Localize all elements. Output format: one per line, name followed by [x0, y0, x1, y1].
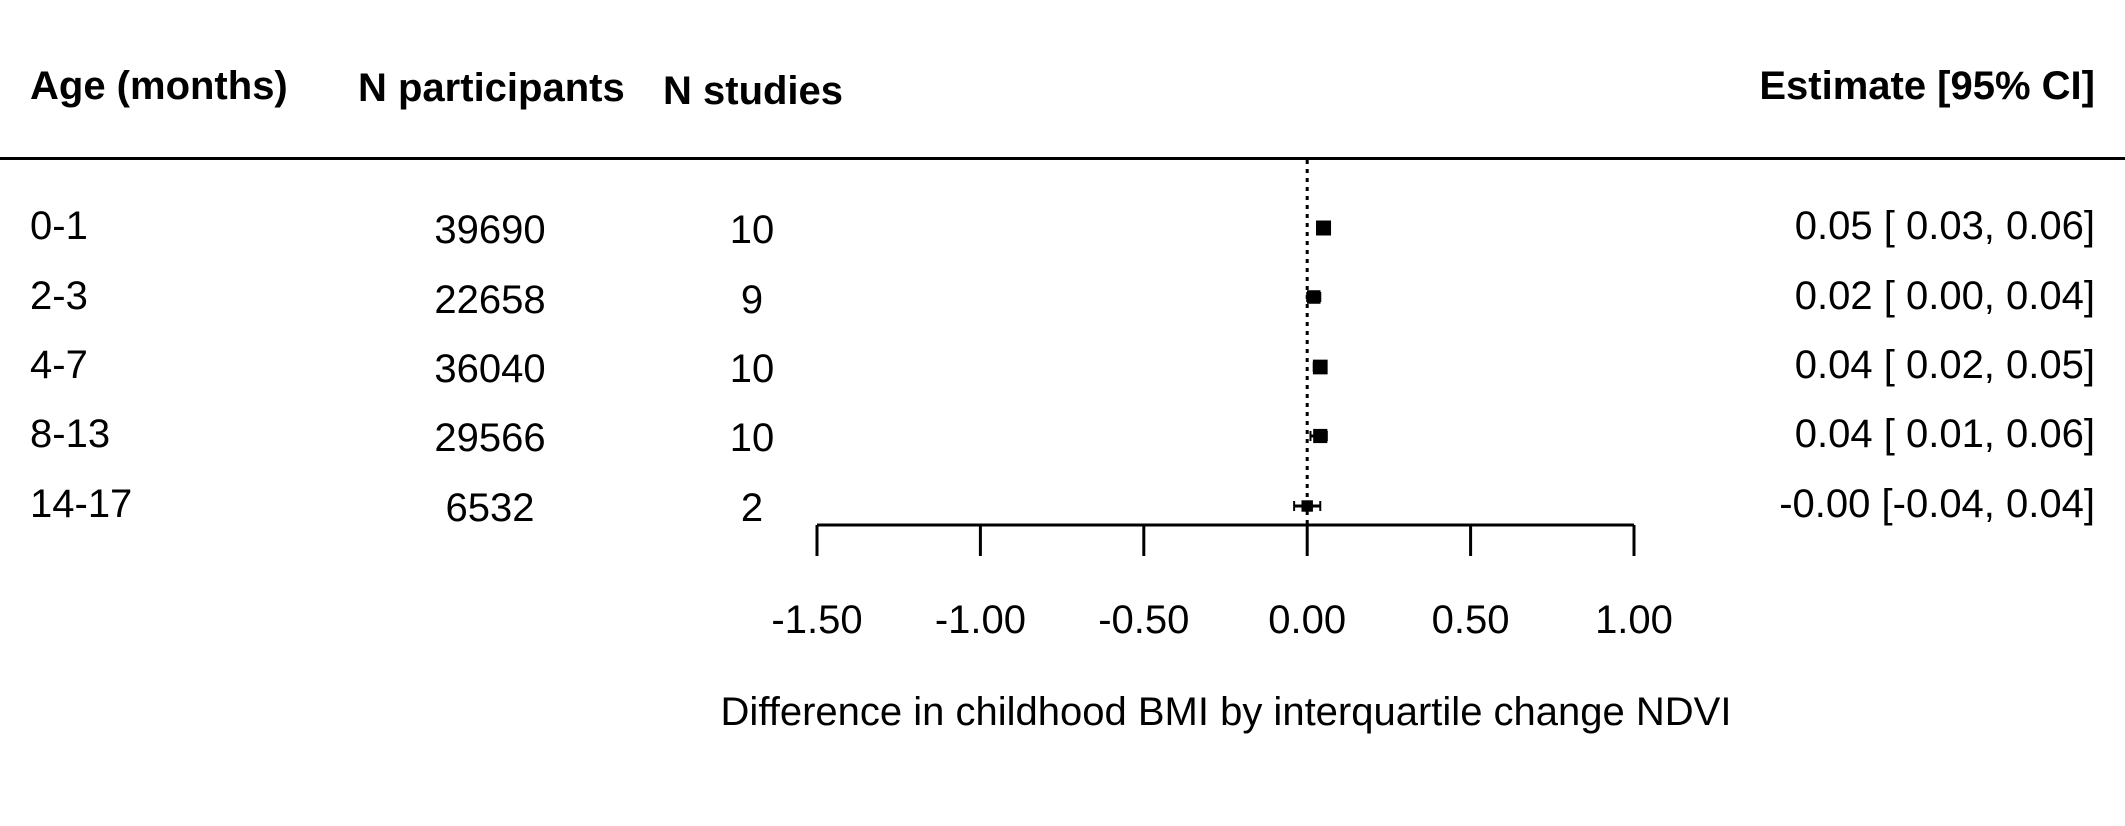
row-participants: 29566	[434, 416, 546, 460]
estimate-point	[1316, 220, 1332, 236]
x-tick-label: -0.50	[1098, 598, 1189, 642]
row-estimate: 0.05 [ 0.03, 0.06]	[1794, 204, 2095, 248]
x-tick-label: 0.00	[1268, 598, 1346, 642]
row-participants: 39690	[434, 208, 546, 252]
header-age: Age (months)	[30, 64, 288, 108]
row-age: 8-13	[30, 412, 111, 456]
row-age: 0-1	[30, 204, 88, 248]
row-estimate: 0.04 [ 0.02, 0.05]	[1794, 343, 2095, 387]
estimate-point	[1313, 428, 1328, 444]
row-participants: 22658	[434, 278, 546, 322]
row-studies: 10	[729, 208, 775, 252]
x-tick-label: -1.00	[935, 598, 1026, 642]
header-studies: N studies	[663, 69, 844, 113]
header-separator	[0, 157, 2125, 160]
row-age: 14-17	[30, 482, 133, 526]
estimate-point	[1312, 359, 1328, 375]
row-participants: 36040	[434, 347, 546, 391]
row-age: 4-7	[30, 343, 88, 387]
header-estimate: Estimate [95% CI]	[1759, 64, 2095, 108]
x-tick-label: 1.00	[1595, 598, 1673, 642]
row-estimate: 0.04 [ 0.01, 0.06]	[1794, 412, 2095, 456]
row-participants: 6532	[445, 486, 535, 530]
row-estimate: 0.02 [ 0.00, 0.04]	[1794, 274, 2095, 318]
x-axis-title: Difference in childhood BMI by interquar…	[720, 690, 1732, 734]
estimate-point	[1306, 290, 1321, 304]
row-studies: 9	[740, 278, 764, 322]
row-studies: 10	[729, 416, 775, 460]
x-tick-label: -1.50	[771, 598, 862, 642]
x-tick-label: 0.50	[1432, 598, 1510, 642]
row-estimate: -0.00 [-0.04, 0.04]	[1779, 482, 2095, 526]
row-studies: 2	[740, 486, 764, 530]
header-participants: N participants	[358, 66, 625, 110]
row-studies: 10	[729, 347, 775, 391]
estimate-point	[1301, 500, 1313, 512]
row-age: 2-3	[30, 274, 88, 318]
